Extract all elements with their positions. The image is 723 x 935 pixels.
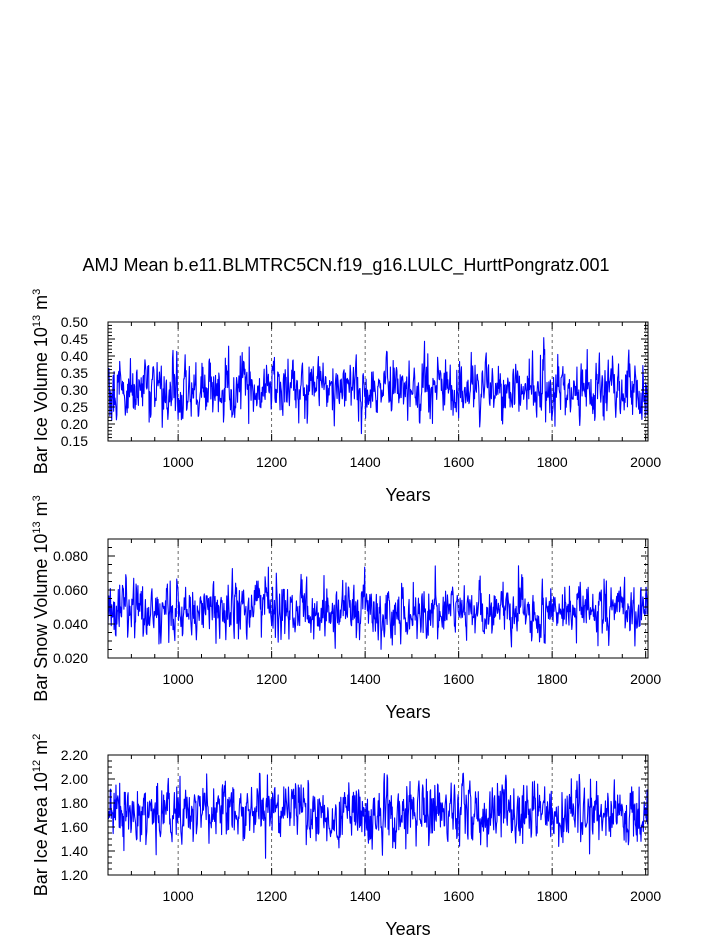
series-line bbox=[107, 565, 649, 650]
y-tick-label: 2.00 bbox=[61, 771, 88, 787]
x-tick-label: 1400 bbox=[350, 671, 381, 687]
y-tick-label: 0.060 bbox=[53, 582, 88, 598]
y-tick-label: 0.35 bbox=[61, 365, 88, 381]
y-tick-label: 2.20 bbox=[61, 747, 88, 763]
panel-snow-volume: 1000 1200 1400 1600 1800 2000 0.020 0.040 0.060 0… bbox=[31, 495, 661, 722]
y-tick-label: 0.040 bbox=[53, 616, 88, 632]
x-tick-label: 1200 bbox=[256, 454, 287, 470]
y-tick-label: 1.60 bbox=[61, 819, 88, 835]
x-tick-label: 1800 bbox=[537, 454, 568, 470]
x-tick-label: 1200 bbox=[256, 671, 287, 687]
y-tick-label: 1.80 bbox=[61, 795, 88, 811]
x-tick-label: 1600 bbox=[443, 454, 474, 470]
y-axis-label: Bar Snow Volume 1013 m3 bbox=[31, 495, 51, 701]
x-tick-label: 1000 bbox=[163, 671, 194, 687]
y-tick-label: 0.50 bbox=[61, 314, 88, 330]
y-tick-label: 0.020 bbox=[53, 650, 88, 666]
x-tick-label: 1400 bbox=[350, 888, 381, 904]
x-tick-label: 1400 bbox=[350, 454, 381, 470]
x-tick-label: 1000 bbox=[163, 888, 194, 904]
panel-ice-volume: 1000 1200 1400 1600 1800 2000 0.150.200.250.30… bbox=[31, 289, 661, 505]
x-axis-label: Years bbox=[385, 919, 430, 935]
y-tick-label: 0.30 bbox=[61, 382, 88, 398]
y-axis-label: Bar Ice Volume 1013 m3 bbox=[31, 289, 51, 474]
y-tick-label: 0.080 bbox=[53, 548, 88, 564]
x-axis-label: Years bbox=[385, 702, 430, 722]
plot-frame bbox=[107, 321, 649, 442]
x-tick-label: 1200 bbox=[256, 888, 287, 904]
chart-title: AMJ Mean b.e11.BLMTRC5CN.f19_g16.LULC_Hu… bbox=[83, 255, 610, 276]
y-tick-label: 0.45 bbox=[61, 331, 88, 347]
y-tick-label: 0.40 bbox=[61, 348, 88, 364]
y-tick-label: 1.20 bbox=[61, 867, 88, 883]
x-tick-label: 1600 bbox=[443, 671, 474, 687]
x-tick-label: 2000 bbox=[630, 454, 661, 470]
x-tick-label: 1800 bbox=[537, 671, 568, 687]
y-axis-label: Bar Ice Area 1012 m2 bbox=[31, 734, 51, 896]
x-tick-label: 1800 bbox=[537, 888, 568, 904]
y-tick-label: 0.15 bbox=[61, 433, 88, 449]
panel-ice-area: 1000 1200 1400 1600 1800 2000 1.20 1.40 1.60 1.80… bbox=[31, 734, 661, 935]
series-line bbox=[107, 337, 649, 435]
x-axis-label: Years bbox=[385, 485, 430, 505]
series-line bbox=[107, 772, 649, 859]
x-tick-label: 1000 bbox=[163, 454, 194, 470]
y-tick-label: 0.25 bbox=[61, 399, 88, 415]
y-tick-label: 0.20 bbox=[61, 416, 88, 432]
x-tick-label: 1600 bbox=[443, 888, 474, 904]
x-tick-label: 2000 bbox=[630, 888, 661, 904]
x-tick-label: 2000 bbox=[630, 671, 661, 687]
y-tick-label: 1.40 bbox=[61, 843, 88, 859]
